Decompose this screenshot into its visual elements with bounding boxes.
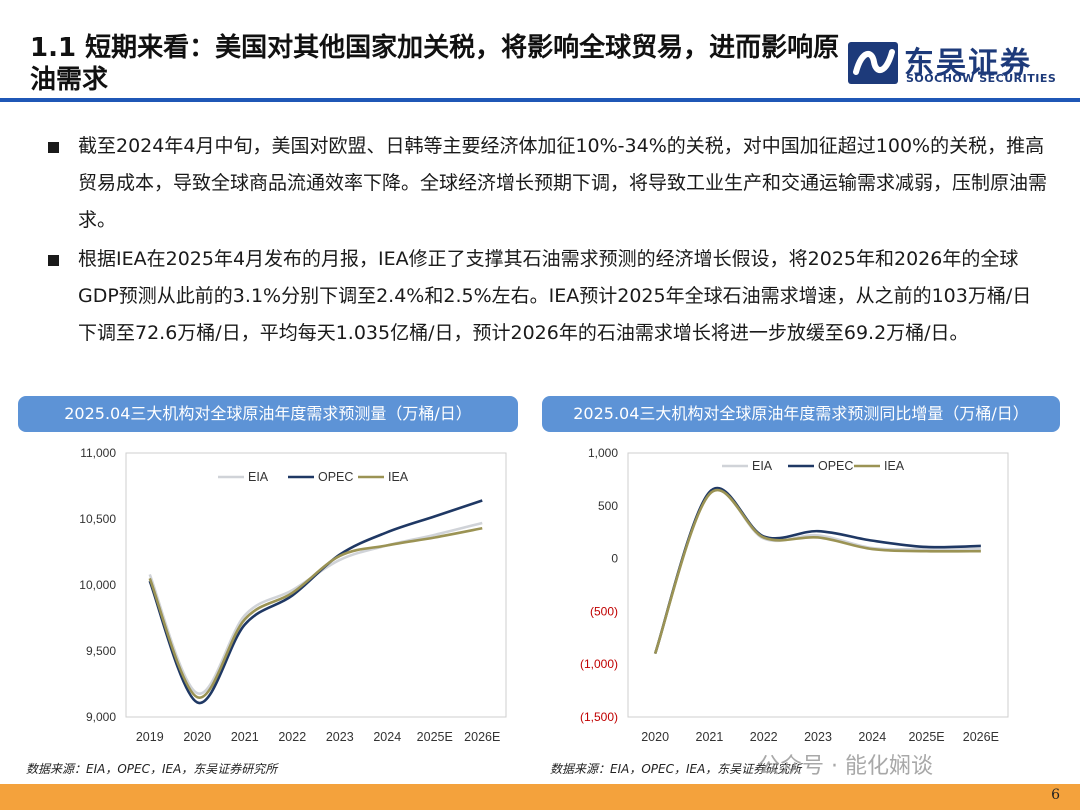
brand-logo: 东吴证券 SOOCHOW SECURITIES [848, 42, 1058, 88]
legend-label: EIA [752, 459, 773, 473]
x-tick-label: 2020 [183, 730, 211, 744]
logo-mark-icon [848, 42, 898, 84]
y-tick-label: 1,000 [588, 446, 618, 460]
header-divider [0, 98, 1080, 102]
plot-area [627, 452, 1009, 718]
legend-label: IEA [388, 470, 409, 484]
y-tick-label: 11,000 [80, 446, 116, 460]
chart-2-source: 数据来源：EIA，OPEC，IEA，东吴证券研究所 [550, 762, 802, 776]
series-line-opec [653, 486, 981, 655]
demand-forecast-chart: 9,000 9,500 10,000 10,500 11,000 2019 2020 2021… [79, 446, 507, 744]
series-line-iea [653, 489, 981, 655]
demand-growth-chart: (1,500) (1,000) (500) 0 500 1,000 2020 2021 2022… [580, 446, 1009, 744]
series-line-eia [148, 521, 483, 695]
legend-label: OPEC [818, 459, 853, 473]
x-tick-label: 2022 [278, 730, 306, 744]
x-tick-label: 2025E [908, 730, 944, 744]
x-tick-label: 2024 [858, 730, 886, 744]
x-tick-label: 2024 [373, 730, 401, 744]
watermark: 公众号 · 能化娴谈 [758, 754, 933, 779]
x-tick-label: 2021 [696, 730, 724, 744]
bullet-text: 根据IEA在2025年4月发布的月报，IEA修正了支撑其石油需求预测的经济增长假… [78, 248, 1032, 344]
brand-subtitle: SOOCHOW SECURITIES [906, 72, 1057, 85]
bullet-square-icon [48, 255, 59, 266]
bullet-square-icon [48, 142, 59, 153]
legend-label: OPEC [318, 470, 353, 484]
chart-2-header: 2025.04三大机构对全球原油年度需求预测同比增量（万桶/日） [542, 396, 1060, 432]
legend-label: IEA [884, 459, 905, 473]
plot-area [125, 452, 507, 718]
x-tick-label: 2025E [417, 730, 453, 744]
series-line-opec [148, 499, 483, 705]
x-tick-label: 2023 [804, 730, 832, 744]
page-title: 1.1 短期来看：美国对其他国家加关税，将影响全球贸易，进而影响原油需求 [30, 33, 840, 95]
x-tick-label: 2023 [326, 730, 354, 744]
page-number: 6 [1051, 787, 1060, 803]
bullet-item: 根据IEA在2025年4月发布的月报，IEA修正了支撑其石油需求预测的经济增长假… [48, 241, 1048, 352]
chart-1-source: 数据来源：EIA，OPEC，IEA，东吴证券研究所 [26, 762, 278, 776]
y-tick-label: 0 [611, 552, 618, 566]
y-tick-label: 9,500 [86, 644, 116, 658]
footer-bar [0, 784, 1080, 810]
x-tick-label: 2019 [136, 730, 164, 744]
bullet-item: 截至2024年4月中旬，美国对欧盟、日韩等主要经济体加征10%-34%的关税，对… [48, 128, 1048, 239]
brand-name: 东吴证券 [904, 46, 1032, 81]
x-tick-label: 2020 [641, 730, 669, 744]
y-tick-label: (1,500) [580, 710, 618, 724]
bullet-list: 截至2024年4月中旬，美国对欧盟、日韩等主要经济体加征10%-34%的关税，对… [48, 128, 1048, 354]
chart-1-header: 2025.04三大机构对全球原油年度需求预测量（万桶/日） [18, 396, 518, 432]
series-line-iea [148, 526, 483, 699]
x-tick-label: 2026E [464, 730, 500, 744]
bullet-text: 截至2024年4月中旬，美国对欧盟、日韩等主要经济体加征10%-34%的关税，对… [78, 135, 1048, 231]
y-tick-label: 10,000 [79, 578, 116, 592]
legend-label: EIA [248, 470, 269, 484]
series-line-eia [653, 488, 981, 655]
x-tick-label: 2021 [231, 730, 259, 744]
x-tick-label: 2022 [750, 730, 778, 744]
y-tick-label: 10,500 [79, 512, 116, 526]
y-tick-label: 9,000 [86, 710, 116, 724]
y-tick-label: 500 [598, 499, 618, 513]
y-tick-label: (1,000) [580, 657, 618, 671]
y-tick-label: (500) [590, 604, 618, 618]
x-tick-label: 2026E [963, 730, 999, 744]
